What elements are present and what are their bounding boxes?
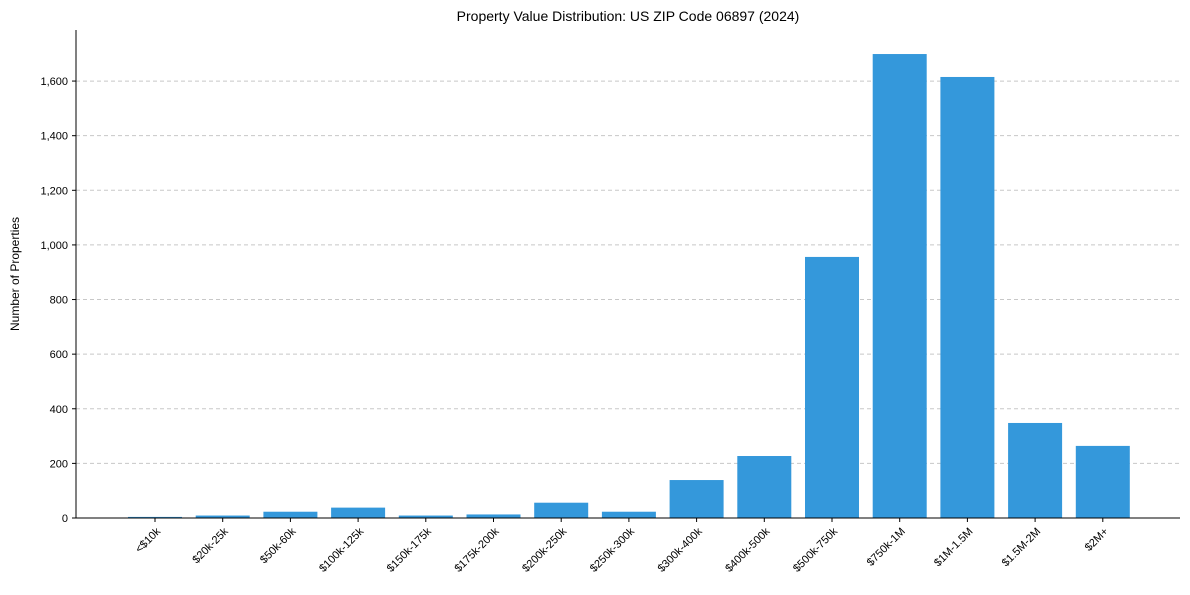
x-tick-label: $50k-60k — [258, 525, 299, 566]
bar — [534, 502, 589, 518]
bar — [940, 76, 995, 519]
bar — [1008, 422, 1063, 518]
bar — [466, 514, 521, 518]
bar — [737, 456, 792, 518]
y-tick-label: 400 — [50, 404, 68, 416]
y-tick-label: 1,600 — [40, 76, 68, 88]
x-tick-label: $20k-25k — [190, 525, 231, 566]
bar — [669, 480, 724, 518]
y-axis-ticks: 0 200 400 600 800 1,000 1,200 1,400 1,600 — [40, 76, 76, 525]
y-tick-label: 1,200 — [40, 185, 68, 197]
x-tick-label: <$10k — [133, 525, 163, 555]
bar — [805, 256, 859, 518]
bar — [128, 516, 182, 518]
y-tick-label: 1,400 — [40, 131, 68, 143]
y-tick-label: 1,000 — [40, 240, 68, 252]
bar — [195, 515, 250, 518]
x-tick-label: $2M+ — [1083, 526, 1111, 554]
x-tick-label: $750k-1M — [865, 526, 908, 569]
y-tick-label: 600 — [50, 349, 68, 361]
x-tick-label: $400k-500k — [723, 525, 772, 574]
bar — [601, 511, 656, 518]
gridlines — [76, 80, 1180, 464]
y-axis-label: Number of Properties — [8, 217, 22, 331]
x-tick-label: $100k-125k — [317, 525, 366, 574]
x-tick-label: $175k-200k — [452, 525, 501, 574]
chart-title: Property Value Distribution: US ZIP Code… — [457, 8, 800, 24]
x-tick-label: $1.5M-2M — [1000, 526, 1044, 570]
x-tick-label: $150k-175k — [385, 525, 434, 574]
x-tick-label: $300k-400k — [656, 525, 705, 574]
x-tick-label: $200k-250k — [520, 525, 569, 574]
bar — [1075, 445, 1130, 518]
x-tick-label: $1M-1.5M — [932, 526, 976, 570]
bar — [263, 511, 318, 518]
bars — [128, 54, 1130, 519]
bar — [331, 507, 386, 518]
y-tick-label: 0 — [62, 513, 68, 525]
x-tick-label: $250k-300k — [588, 525, 637, 574]
bar — [872, 54, 927, 518]
y-tick-label: 200 — [50, 458, 68, 470]
bar — [398, 515, 453, 518]
x-tick-label: $500k-750k — [791, 525, 840, 574]
x-axis-ticks: <$10k $20k-25k $50k-60k $100k-125k $150k-175… — [133, 518, 1111, 575]
y-tick-label: 800 — [50, 295, 68, 307]
